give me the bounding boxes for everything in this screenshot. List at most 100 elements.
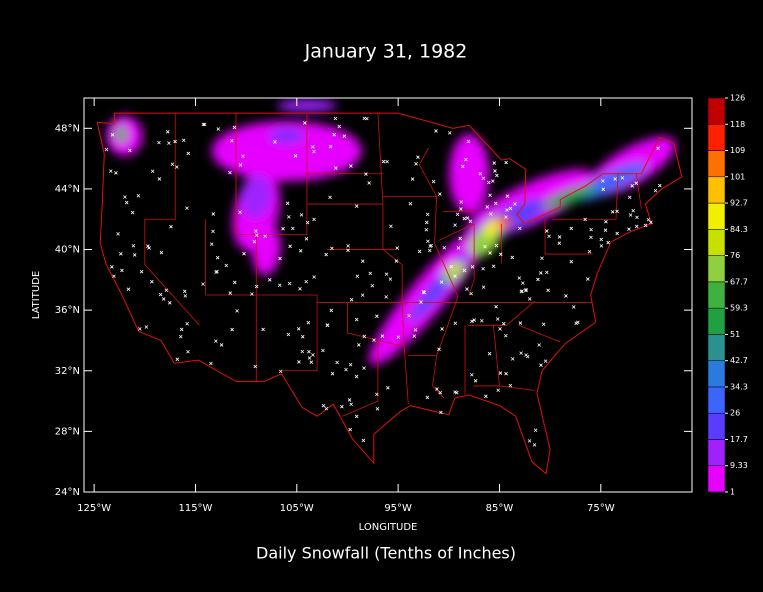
station-marker xyxy=(114,171,118,175)
station-marker xyxy=(254,233,259,238)
station-marker xyxy=(413,328,418,332)
station-marker xyxy=(437,347,441,352)
station-marker xyxy=(312,149,316,154)
station-marker xyxy=(540,256,544,261)
station-marker xyxy=(533,428,538,433)
station-marker xyxy=(519,351,523,355)
station-marker xyxy=(459,207,463,211)
station-marker xyxy=(544,270,549,275)
station-marker xyxy=(547,234,551,239)
station-marker xyxy=(158,292,163,297)
station-marker xyxy=(215,255,220,260)
station-marker xyxy=(505,208,509,212)
station-marker xyxy=(330,371,335,376)
station-marker xyxy=(324,406,329,411)
station-marker xyxy=(119,252,123,256)
station-marker xyxy=(179,327,184,332)
station-marker xyxy=(307,356,312,360)
state-border xyxy=(544,219,593,255)
station-marker xyxy=(131,243,136,248)
colorbar-label: 34.3 xyxy=(730,382,748,391)
station-marker xyxy=(495,317,500,321)
station-marker xyxy=(504,371,508,376)
station-marker xyxy=(628,213,633,217)
snow-area xyxy=(211,121,362,182)
station-marker xyxy=(427,248,432,253)
station-marker xyxy=(228,170,232,175)
station-marker xyxy=(332,132,337,137)
station-marker xyxy=(615,231,619,236)
station-marker xyxy=(164,288,169,293)
colorbar-label: 59.3 xyxy=(730,304,748,313)
station-marker xyxy=(426,239,430,244)
snow-area xyxy=(115,125,128,144)
station-marker xyxy=(481,266,485,271)
station-marker xyxy=(299,213,304,217)
station-marker xyxy=(185,206,189,210)
station-marker xyxy=(385,159,389,164)
station-marker xyxy=(496,388,500,393)
station-marker xyxy=(610,209,615,214)
station-marker xyxy=(209,242,214,246)
station-marker xyxy=(186,151,191,156)
station-marker xyxy=(417,249,422,254)
colorbar-swatch xyxy=(707,150,726,178)
station-marker xyxy=(498,252,503,257)
station-marker xyxy=(216,127,221,131)
station-marker xyxy=(438,192,442,196)
station-marker xyxy=(627,227,631,231)
state-border xyxy=(281,295,318,372)
station-marker xyxy=(232,280,237,285)
station-marker xyxy=(286,332,291,337)
station-marker xyxy=(128,148,132,153)
station-marker xyxy=(465,287,469,291)
colorbar-label: 17.7 xyxy=(730,435,748,444)
x-tick-label: 95°W xyxy=(384,503,412,514)
station-marker xyxy=(300,349,305,354)
station-marker xyxy=(334,166,338,170)
station-marker xyxy=(386,386,390,390)
station-marker xyxy=(361,259,365,263)
station-marker xyxy=(186,349,190,354)
station-marker xyxy=(303,121,307,125)
plot-area xyxy=(96,99,683,475)
station-marker xyxy=(346,244,350,248)
state-border xyxy=(418,147,459,399)
station-marker xyxy=(167,301,172,305)
station-marker xyxy=(537,343,541,347)
plot-frame xyxy=(83,97,693,493)
station-marker xyxy=(375,314,379,318)
station-marker xyxy=(242,251,246,256)
station-marker xyxy=(354,374,359,379)
station-marker xyxy=(298,287,302,291)
station-marker xyxy=(372,338,376,342)
station-marker xyxy=(330,246,334,251)
station-marker xyxy=(112,274,116,279)
station-marker xyxy=(357,343,361,347)
station-marker xyxy=(394,259,399,263)
station-marker xyxy=(422,290,426,295)
station-marker xyxy=(389,224,393,229)
station-marker xyxy=(254,284,259,289)
station-marker xyxy=(541,322,546,327)
station-marker xyxy=(293,154,298,158)
station-marker xyxy=(653,188,658,193)
station-marker xyxy=(209,361,213,366)
station-marker xyxy=(214,270,218,275)
station-marker xyxy=(201,282,205,286)
axes: 125°W 115°W 105°W 95°W 85°W 75°W 24°N 28°N 32°N 3… xyxy=(55,98,692,514)
colorbar-swatch xyxy=(707,307,726,335)
station-marker xyxy=(498,327,502,331)
state-border xyxy=(205,219,318,296)
station-marker xyxy=(304,279,308,284)
station-marker xyxy=(478,171,483,176)
station-marker xyxy=(170,162,175,167)
station-marker xyxy=(287,281,292,286)
station-marker xyxy=(123,195,127,199)
station-marker xyxy=(586,277,590,281)
station-marker xyxy=(263,234,267,238)
station-marker xyxy=(342,134,347,138)
station-marker xyxy=(583,217,587,222)
station-marker xyxy=(521,281,525,285)
station-marker xyxy=(362,334,367,339)
